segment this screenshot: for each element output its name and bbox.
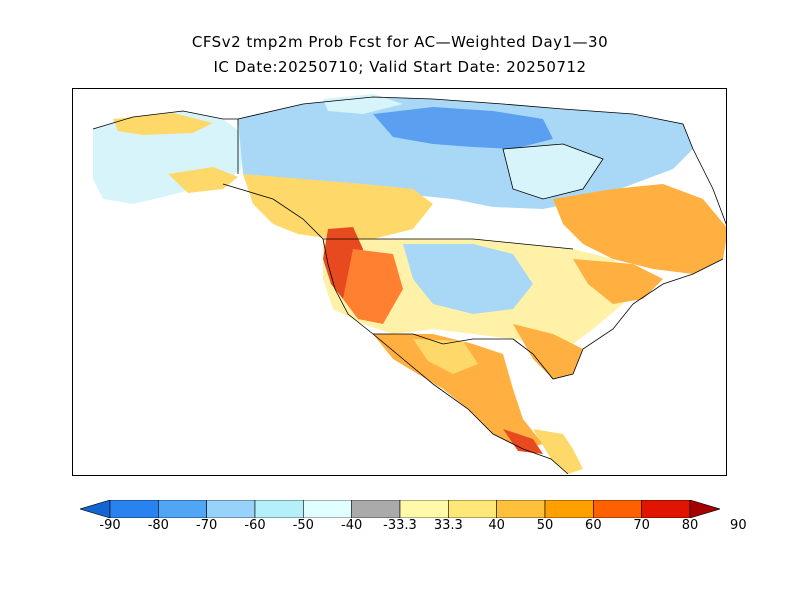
forecast-map (72, 88, 727, 476)
alaska-warm-patch (113, 113, 213, 135)
colorbar-swatch (206, 499, 256, 519)
us-northeast-warm (573, 259, 663, 304)
map-subtitle: IC Date:20250710; Valid Start Date: 2025… (213, 58, 587, 76)
colorbar-swatch (303, 499, 352, 519)
colorbar-swatch (158, 499, 207, 519)
colorbar-swatch (544, 499, 594, 519)
colorbar-labels: -90 -80 -70 -60 -50 -40 -33.3 33.3 40 50 60 70 80 90 (0, 518, 800, 538)
colorbar-swatch (254, 499, 304, 519)
map-canvas (92, 94, 726, 475)
colorbar-tick-label: -40 (341, 518, 363, 533)
colorbar-right-arrow (689, 499, 722, 519)
colorbar-tick-label: -60 (244, 518, 266, 533)
colorbar-tick-label: -50 (292, 518, 314, 533)
colorbar-tick-label: -70 (196, 518, 218, 533)
colorbar-tick-label: 60 (585, 518, 602, 533)
colorbar-tick-label: 40 (488, 518, 505, 533)
us-southeast-warm (513, 324, 583, 379)
us-canada-border (323, 238, 574, 250)
continent-shading (93, 94, 726, 474)
canada-east-warm (553, 184, 726, 274)
gulf-coast (512, 258, 724, 380)
colorbar-tick-label: 33.3 (433, 518, 463, 533)
us-mexico-border (373, 333, 513, 345)
colorbar-tick-label: 50 (536, 518, 554, 533)
alaska-warm-south (168, 167, 238, 193)
mexico-north-warm (413, 339, 478, 374)
colorbar-swatch (641, 499, 691, 519)
colorbar-swatch (593, 499, 642, 519)
colorbar-tick-label: -33.3 (383, 518, 417, 533)
colorbar-swatch (448, 499, 497, 519)
colorbar-tick-label: -80 (147, 518, 169, 533)
colorbar-left-arrow (78, 499, 111, 519)
arctic-islands-pale (323, 94, 403, 114)
arctic-islands-cold (373, 107, 553, 149)
colorbar-tick-label: 90 (730, 518, 747, 533)
coastline (92, 96, 726, 225)
mexico-hot-patch (503, 429, 543, 454)
map-outlines (92, 96, 726, 475)
hudson-bay (502, 143, 604, 200)
colorbar-swatch (399, 499, 449, 519)
colorbar-swatch (351, 499, 401, 519)
central-america (533, 429, 583, 474)
colorbar-swatch (496, 499, 546, 519)
us-west-warm (343, 249, 403, 324)
colorbar-tick-label: 80 (681, 518, 699, 533)
colorbar-tick-label: 70 (633, 518, 650, 533)
colorbar (78, 499, 722, 522)
canada-west-warm (243, 174, 433, 239)
colorbar-swatch (109, 499, 159, 519)
quebec-pale (503, 144, 603, 199)
mexico (373, 334, 543, 449)
map-title: CFSv2 tmp2m Prob Fcst for AC—Weighted Da… (191, 33, 609, 51)
us-central-cool (403, 244, 533, 314)
colorbar-tick-label: -90 (99, 518, 121, 533)
colorbar-svg (78, 499, 722, 519)
